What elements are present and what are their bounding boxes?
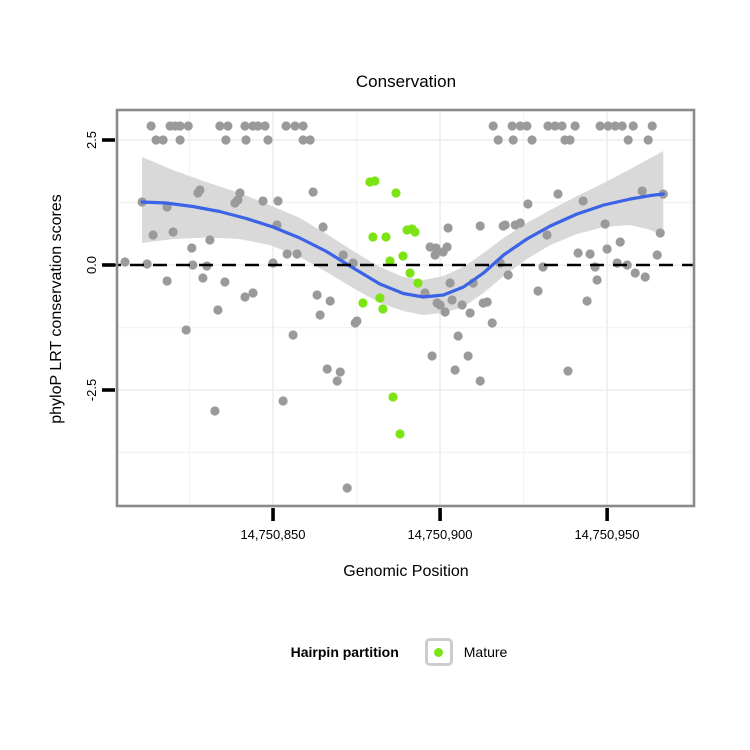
y-tick-label-1: 2.5 — [84, 130, 99, 150]
legend-key-dot — [434, 647, 444, 657]
x-tick-label-2: 14,750,900 — [407, 527, 473, 542]
legend-key-box — [424, 638, 453, 666]
plot-title: Conservation — [355, 72, 457, 91]
y-tick-label-3: -2.5 — [84, 378, 99, 402]
y-axis-title: phyloP LRT conservation scores — [48, 194, 65, 424]
x-tick-label-1: 14,750,850 — [240, 527, 306, 542]
legend-title: Hairpin partition — [290, 644, 399, 660]
legend-item-label: Mature — [463, 644, 508, 660]
y-tick-label-2: 0.0 — [84, 255, 99, 275]
x-tick-label-3: 14,750,950 — [574, 527, 640, 542]
x-axis-title: Genomic Position — [343, 563, 469, 580]
legend: Hairpin partition Mature — [0, 638, 750, 666]
